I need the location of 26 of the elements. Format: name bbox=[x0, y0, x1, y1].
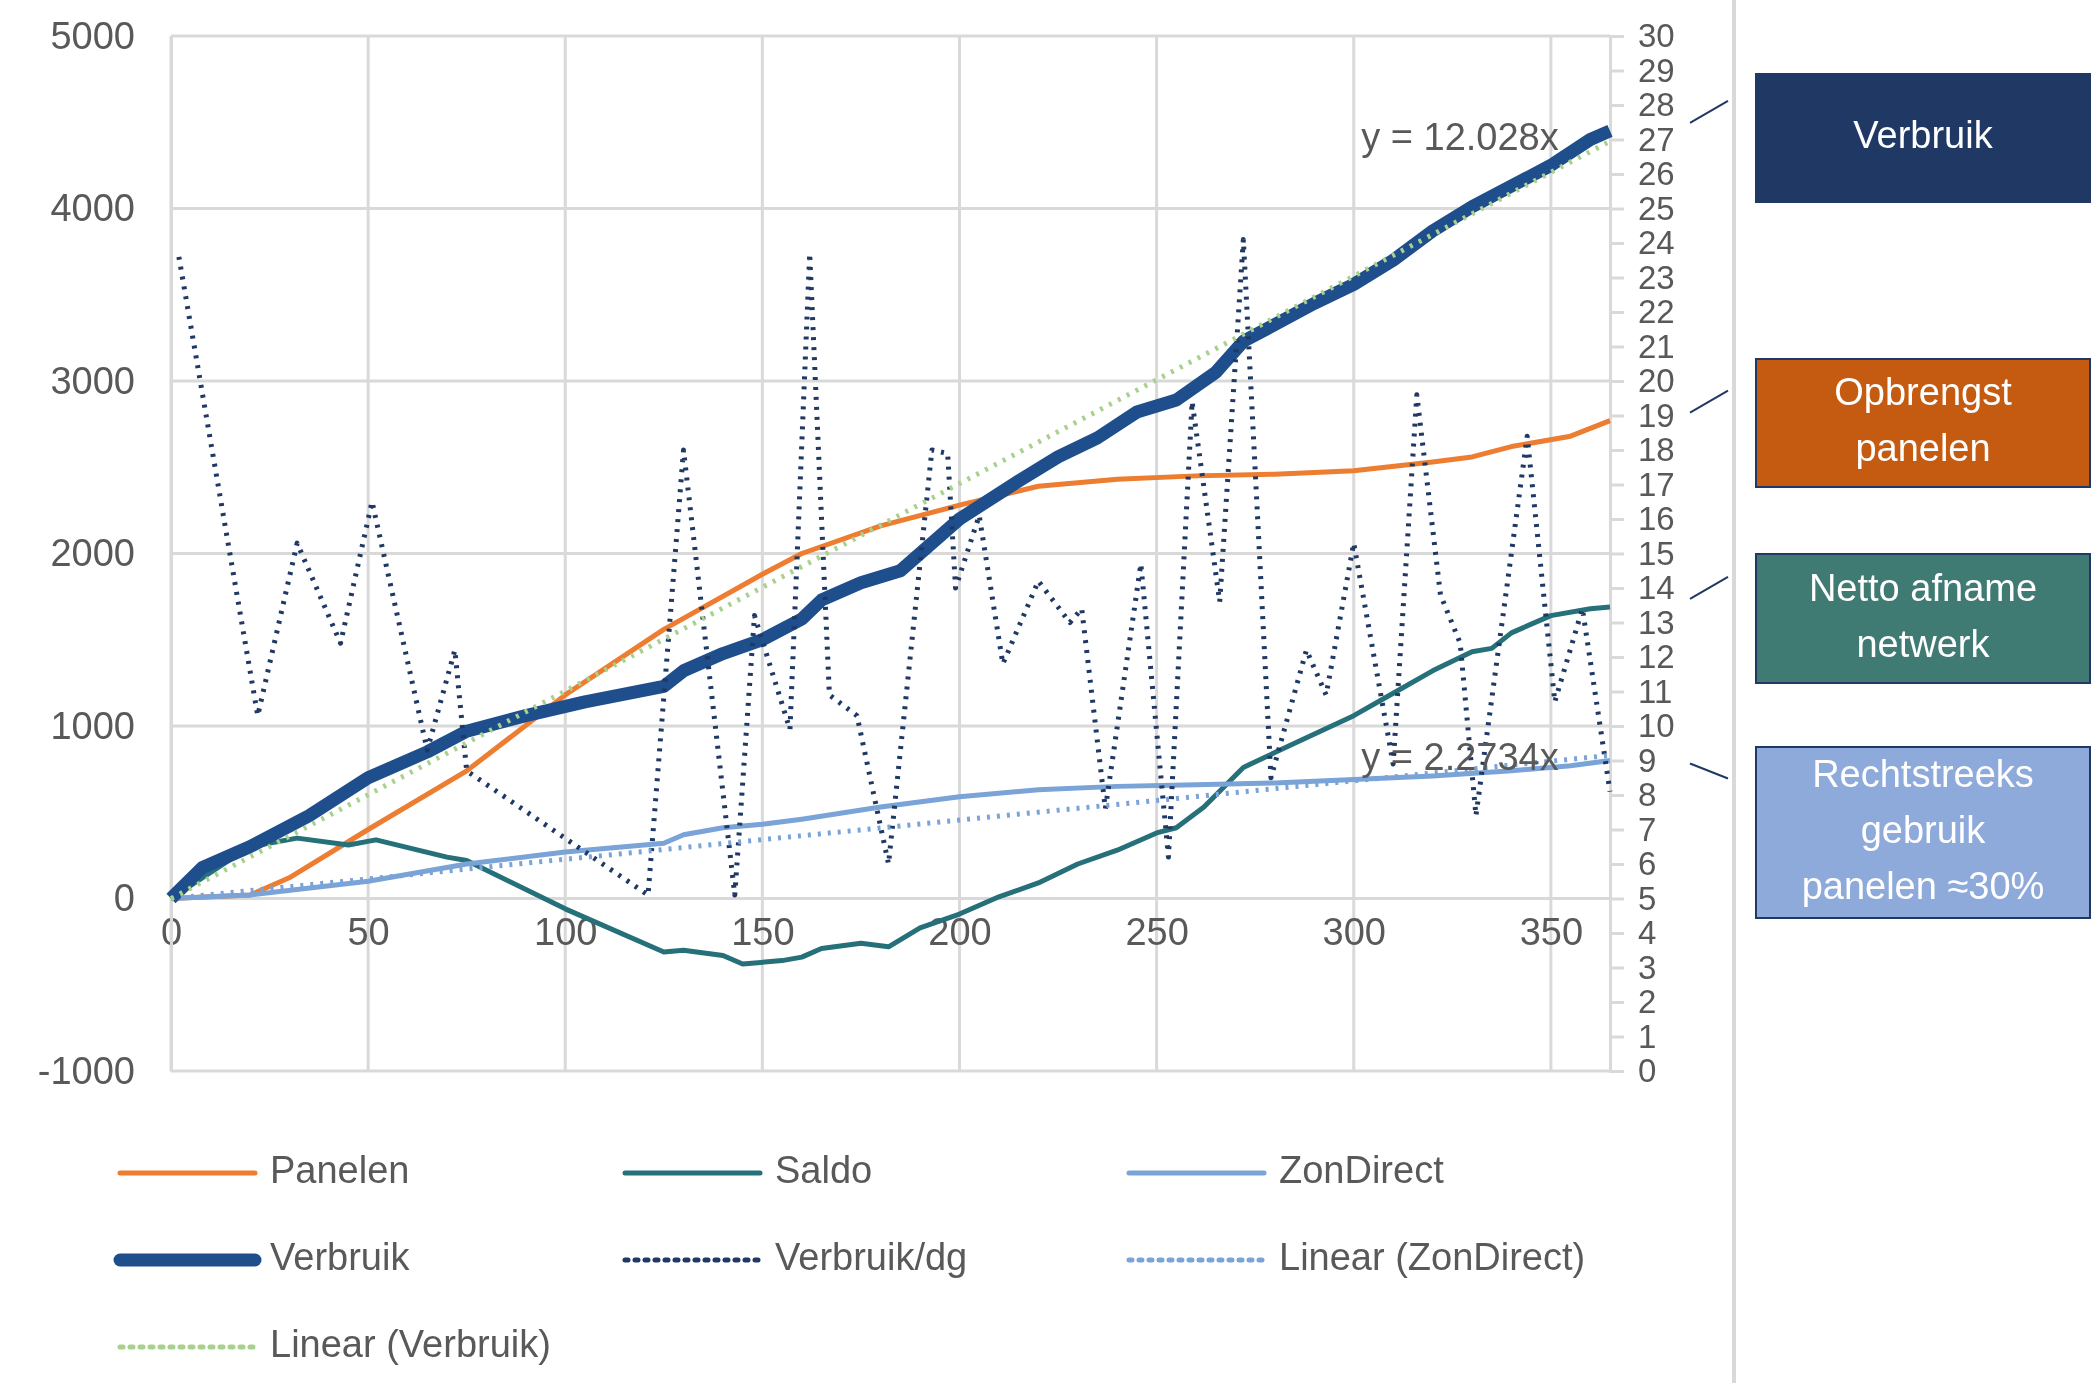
legend-label: Saldo bbox=[775, 1149, 873, 1192]
x-tick-label: 250 bbox=[1125, 911, 1189, 954]
y-tick-label: 4000 bbox=[50, 187, 135, 230]
legend-label: Linear (Verbruik) bbox=[270, 1323, 551, 1366]
text: Verbruik bbox=[1853, 114, 1994, 157]
y2-tick-label: 0 bbox=[1638, 1052, 1657, 1090]
legend-label: Linear (ZonDirect) bbox=[1279, 1236, 1586, 1279]
y-tick-label: 3000 bbox=[50, 359, 135, 402]
x-tick-label: 300 bbox=[1322, 911, 1386, 954]
x-tick-label: 50 bbox=[347, 911, 390, 954]
text: Netto afname netwerk bbox=[1808, 566, 2038, 665]
legend-label: Panelen bbox=[270, 1149, 410, 1192]
y-tick-label: -1000 bbox=[37, 1049, 135, 1092]
text: Opbrengst panelen bbox=[1834, 371, 2013, 470]
legend-label: Verbruik/dg bbox=[775, 1236, 968, 1279]
legend-label: ZonDirect bbox=[1279, 1149, 1445, 1192]
x-tick-label: 150 bbox=[731, 911, 795, 954]
text: Rechtstreeks gebruik panelen ≈30% bbox=[1801, 752, 2045, 907]
legend-label: Verbruik bbox=[270, 1236, 411, 1279]
y-tick-label: 1000 bbox=[50, 704, 135, 747]
annotation: y = 2.2734x bbox=[1361, 736, 1559, 779]
y-tick-label: 2000 bbox=[50, 532, 135, 575]
annotation: y = 12.028x bbox=[1361, 116, 1559, 159]
y-tick-label: 0 bbox=[113, 877, 135, 920]
y-tick-label: 5000 bbox=[50, 14, 135, 57]
x-tick-label: 350 bbox=[1519, 911, 1584, 954]
